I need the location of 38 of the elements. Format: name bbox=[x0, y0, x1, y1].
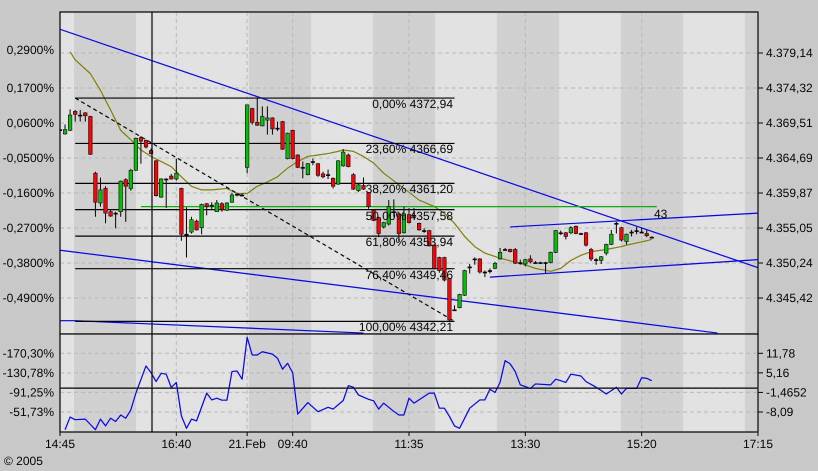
y2-tick-label: -170,30% bbox=[2, 346, 54, 361]
y2-tick-label: 0,1700% bbox=[6, 81, 54, 96]
x-tick-label: 13:30 bbox=[510, 437, 541, 451]
y2-tick-label: 0,0600% bbox=[6, 116, 54, 130]
y-tick-label: 4.369,51 bbox=[766, 116, 814, 130]
annotation: 43 bbox=[654, 207, 668, 221]
annotation: 38,20% 4361,20 bbox=[366, 182, 454, 196]
y-tick-label: -1,4652 bbox=[766, 386, 808, 400]
annotation: 0,00% 4372,94 bbox=[372, 97, 454, 111]
y2-tick-label: -91,25% bbox=[9, 386, 54, 400]
y-tick-label: 4.379,14 bbox=[766, 46, 814, 60]
y2-tick-label: -51,73% bbox=[9, 405, 54, 420]
x-tick-label: 11:35 bbox=[394, 437, 424, 451]
y-tick-label: 4.350,24 bbox=[766, 256, 814, 270]
x-tick-label: 09:40 bbox=[278, 437, 308, 451]
y-tick-label: 4.364,69 bbox=[766, 151, 814, 166]
y-tick-label: 4.374,32 bbox=[766, 81, 814, 96]
x-tick-label: 17:15 bbox=[742, 437, 774, 451]
y-tick-label: 4.355,05 bbox=[766, 221, 814, 236]
y2-tick-label: -0,1600% bbox=[2, 186, 54, 200]
y2-tick-label: -0,2700% bbox=[2, 221, 54, 236]
x-tick-label: 21.Feb bbox=[228, 437, 266, 451]
y2-tick-label: -130,78% bbox=[2, 366, 54, 380]
annotation: 100,00% 4342,21 bbox=[358, 320, 454, 334]
y2-tick-label: -0,4900% bbox=[2, 291, 54, 306]
text: © 2005 bbox=[4, 454, 44, 468]
y-tick-label: 4.345,42 bbox=[766, 291, 814, 306]
y-tick-label: 4.359,87 bbox=[766, 186, 814, 200]
x-tick-label: 16:40 bbox=[161, 437, 192, 451]
y2-tick-label: -0,3800% bbox=[2, 256, 54, 270]
y-tick-label: -8,09 bbox=[766, 405, 794, 420]
x-tick-label: 15:20 bbox=[626, 437, 658, 451]
y2-tick-label: -0,0500% bbox=[2, 151, 54, 166]
y-tick-label: 5,16 bbox=[766, 366, 790, 380]
x-tick-label: 14:45 bbox=[44, 437, 76, 451]
y2-tick-label: 0,2900% bbox=[6, 43, 54, 58]
y-tick-label: 11,78 bbox=[766, 346, 796, 360]
annotation: 23,60% 4366,69 bbox=[366, 142, 454, 156]
